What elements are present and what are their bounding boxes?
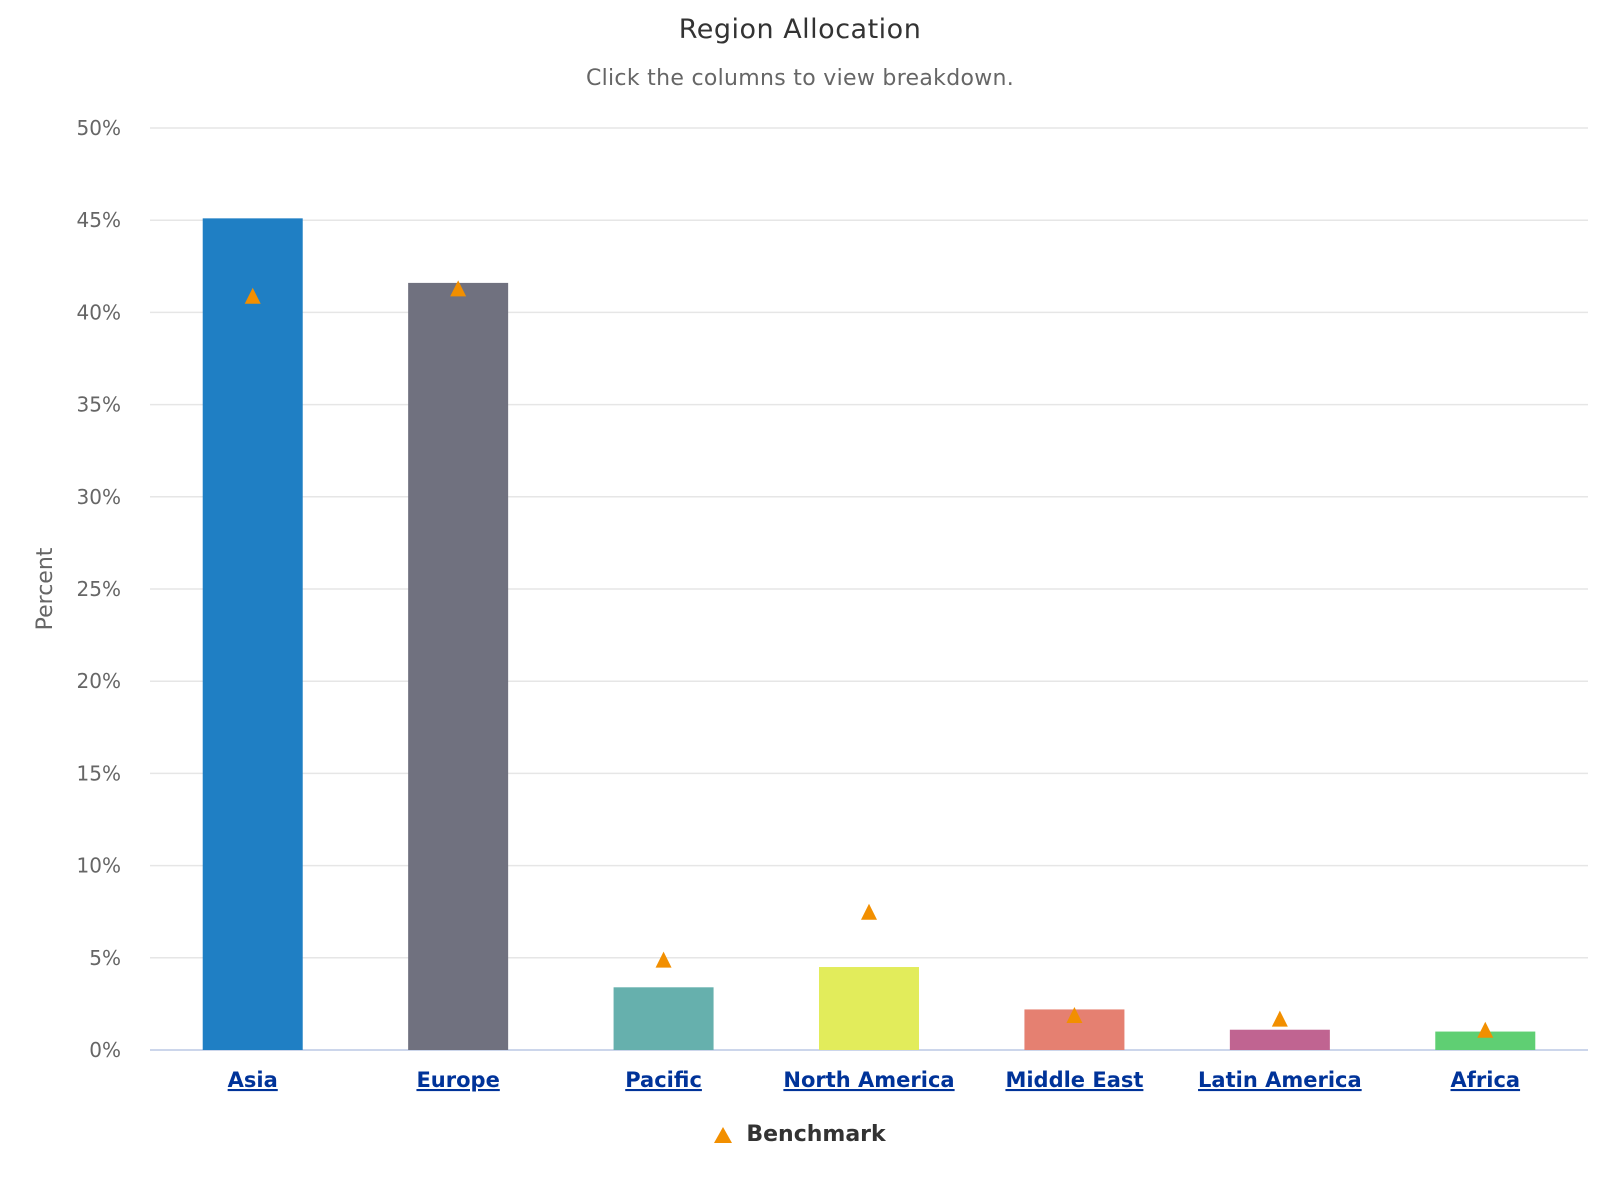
bar-asia[interactable] — [202, 218, 303, 1050]
chart-subtitle: Click the columns to view breakdown. — [585, 66, 1015, 91]
legend-label-benchmark: Benchmark — [746, 1122, 886, 1147]
legend[interactable]: Benchmark — [0, 1122, 1600, 1147]
bar-pacific[interactable] — [613, 987, 714, 1050]
chart-title: Region Allocation — [678, 14, 922, 45]
benchmark-marker — [1271, 1010, 1288, 1027]
x-category-link[interactable]: Latin America — [1198, 1068, 1362, 1092]
y-tick-label: 10% — [77, 854, 121, 878]
bar-europe[interactable] — [408, 282, 509, 1050]
y-tick-label: 45% — [77, 208, 121, 232]
triangle-icon — [714, 1126, 733, 1143]
y-axis-title: Percent — [33, 547, 58, 630]
y-tick-label: 15% — [77, 761, 121, 785]
benchmark-marker — [861, 903, 877, 920]
x-category-link[interactable]: Europe — [416, 1068, 499, 1092]
y-tick-label: 35% — [77, 393, 121, 417]
y-tick-label: 20% — [77, 669, 121, 693]
x-category-link[interactable]: Pacific — [625, 1068, 702, 1092]
benchmark-marker — [244, 287, 261, 304]
y-tick-label: 0% — [89, 1038, 121, 1062]
benchmark-marker — [1477, 1021, 1494, 1038]
bar-latin-america[interactable] — [1229, 1029, 1330, 1050]
y-tick-label: 40% — [77, 300, 121, 324]
bar-africa[interactable] — [1435, 1031, 1536, 1050]
benchmark-marker — [450, 280, 467, 297]
x-category-link[interactable]: Middle East — [1005, 1068, 1143, 1092]
y-tick-label: 30% — [77, 485, 121, 509]
y-tick-label: 25% — [77, 577, 121, 601]
y-tick-label: 5% — [89, 946, 121, 970]
y-tick-label: 50% — [77, 116, 121, 140]
x-category-link[interactable]: North America — [783, 1068, 954, 1092]
x-category-link[interactable]: Asia — [228, 1068, 278, 1092]
bar-north-america[interactable] — [819, 967, 919, 1050]
benchmark-marker — [1066, 1006, 1083, 1023]
benchmark-marker — [655, 951, 672, 968]
x-category-link[interactable]: Africa — [1451, 1068, 1521, 1092]
